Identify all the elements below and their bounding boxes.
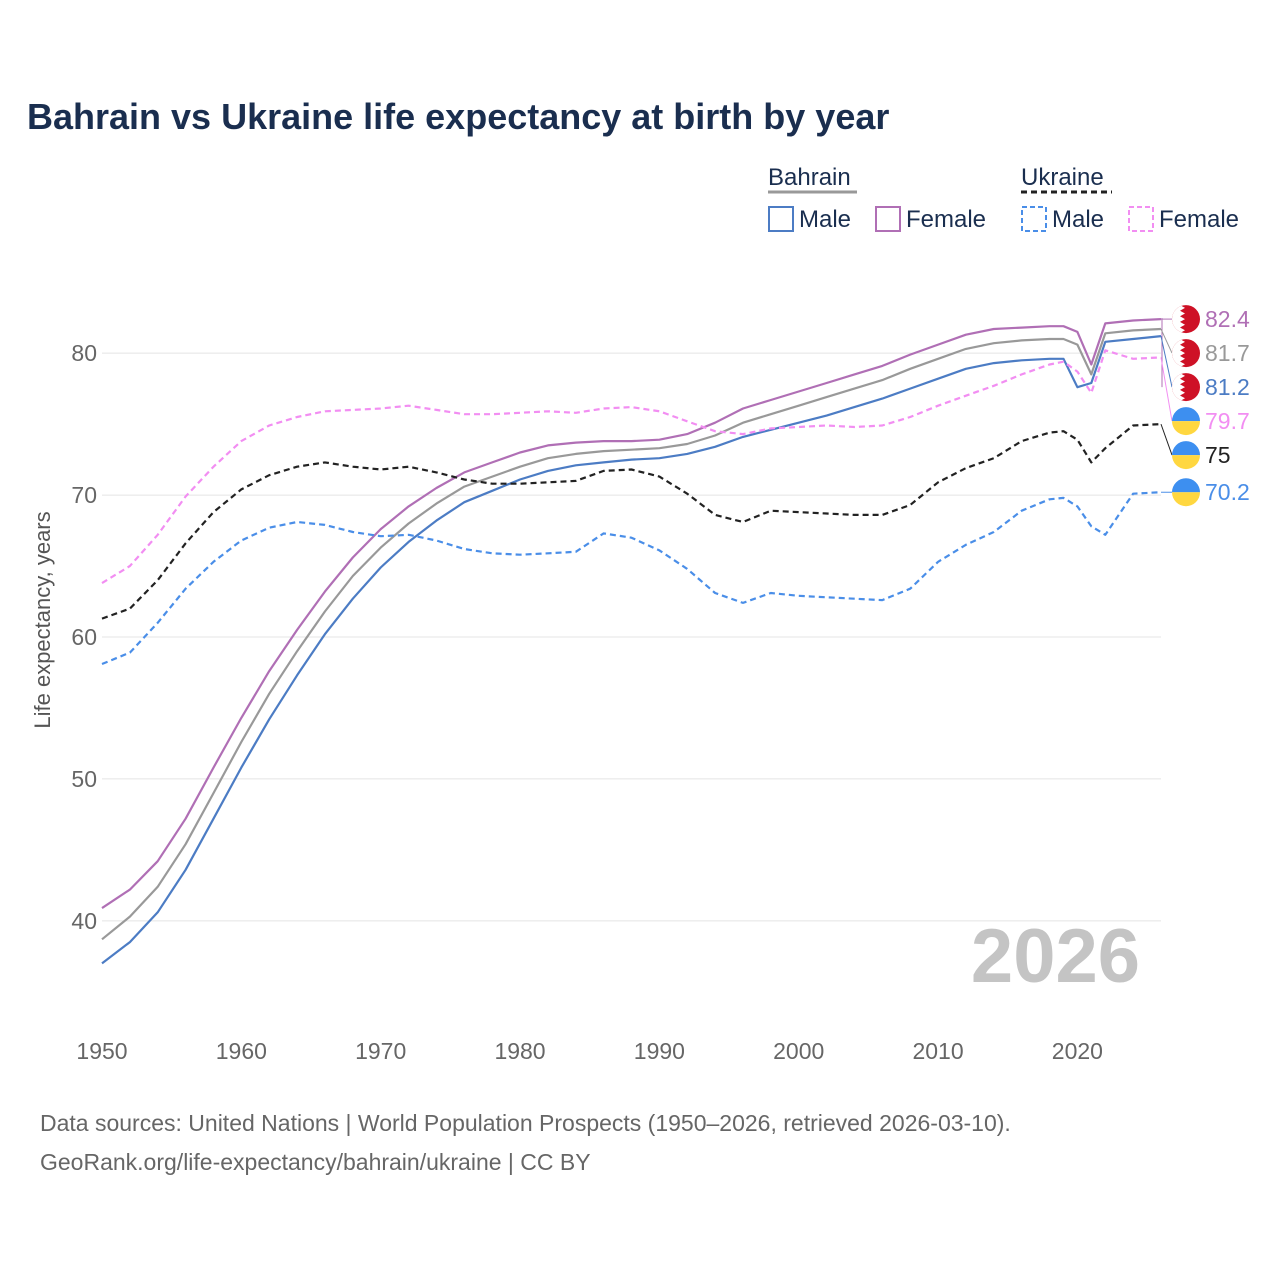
series-line-bahrain-female xyxy=(101,318,1162,910)
x-tick-label: 2020 xyxy=(1052,1038,1103,1064)
ukraine-flag-icon xyxy=(1172,407,1200,422)
source-line: Data sources: United Nations | World Pop… xyxy=(40,1110,1011,1136)
end-marker-ukraine-male: 70.2 xyxy=(1161,478,1250,507)
series-line-ukraine-male xyxy=(101,491,1162,666)
end-value-label: 70.2 xyxy=(1205,479,1250,505)
ukraine-flag-yellow-half xyxy=(1172,421,1200,436)
ukraine-flag-yellow-half xyxy=(1172,455,1200,470)
y-tick-label: 80 xyxy=(71,340,97,366)
chart-title: Bahrain vs Ukraine life expectancy at bi… xyxy=(27,96,889,137)
legend-group-ukraine: Ukraine xyxy=(1021,164,1104,191)
x-tick-label: 1950 xyxy=(76,1038,127,1064)
ukraine-flag-icon xyxy=(1172,441,1200,456)
legend-bahrain-male-swatch xyxy=(768,206,794,232)
end-marker-bahrain-male: 81.2 xyxy=(1160,336,1250,402)
x-tick-label: 1980 xyxy=(494,1038,545,1064)
y-tick-label: 60 xyxy=(71,624,97,650)
legend-ukraine-male-swatch xyxy=(1021,206,1047,232)
series-line-ukraine-both xyxy=(101,423,1162,620)
end-marker-ukraine-female: 79.7 xyxy=(1160,357,1250,436)
end-value-label: 81.2 xyxy=(1205,374,1250,400)
bahrain-flag-white-band xyxy=(1172,373,1185,402)
end-marker-ukraine-both: 75 xyxy=(1160,423,1231,470)
x-axis-ticks: 1950 1960 1970 1980 1990 2000 2010 2020 xyxy=(76,1038,1103,1064)
series-line-ukraine-female xyxy=(101,349,1162,585)
end-markers: 82.4 81.7 81.2 79.7 75 70.2 xyxy=(1160,305,1250,507)
y-tick-label: 40 xyxy=(71,908,97,934)
end-leader-line xyxy=(1160,357,1173,422)
y-tick-label: 50 xyxy=(71,766,97,792)
end-value-label: 81.7 xyxy=(1205,340,1250,366)
ukraine-flag-yellow-half xyxy=(1172,492,1200,507)
x-tick-label: 2010 xyxy=(912,1038,963,1064)
gridlines xyxy=(102,352,1161,922)
year-watermark: 2026 xyxy=(971,914,1140,999)
legend-ukraine-male-label: Male xyxy=(1052,206,1104,233)
x-tick-label: 1990 xyxy=(634,1038,685,1064)
legend-bahrain-male-label: Male xyxy=(799,206,851,233)
url-line: GeoRank.org/life-expectancy/bahrain/ukra… xyxy=(40,1149,591,1175)
end-value-label: 75 xyxy=(1205,442,1231,468)
legend-group-bahrain: Bahrain xyxy=(768,164,851,191)
series-lines xyxy=(101,318,1162,965)
legend-bahrain-female-label: Female xyxy=(906,206,986,233)
end-marker-bahrain-both: 81.7 xyxy=(1160,328,1250,368)
end-marker-bahrain-female: 82.4 xyxy=(1161,305,1250,334)
legend: Bahrain Male Female Ukraine Male Female xyxy=(768,164,1239,233)
end-value-label: 82.4 xyxy=(1205,306,1250,332)
x-tick-label: 1970 xyxy=(355,1038,406,1064)
end-leader-line xyxy=(1160,336,1173,388)
x-tick-label: 1960 xyxy=(216,1038,267,1064)
y-axis-label: Life expectancy, years xyxy=(30,511,55,728)
bahrain-flag-white-band xyxy=(1172,305,1185,334)
series-line-bahrain-both xyxy=(101,327,1162,941)
bahrain-flag-white-band xyxy=(1172,339,1185,368)
series-line-bahrain-male xyxy=(101,335,1162,965)
y-axis-ticks: 40 50 60 70 80 xyxy=(71,340,97,934)
legend-ukraine-female-swatch xyxy=(1128,206,1154,232)
end-leader-line xyxy=(1160,423,1173,456)
y-tick-label: 70 xyxy=(71,482,97,508)
ukraine-flag-icon xyxy=(1172,478,1200,493)
legend-bahrain-female-swatch xyxy=(875,206,901,232)
x-tick-label: 2000 xyxy=(773,1038,824,1064)
end-leader-line xyxy=(1160,328,1173,354)
legend-ukraine-female-label: Female xyxy=(1159,206,1239,233)
end-value-label: 79.7 xyxy=(1205,408,1250,434)
